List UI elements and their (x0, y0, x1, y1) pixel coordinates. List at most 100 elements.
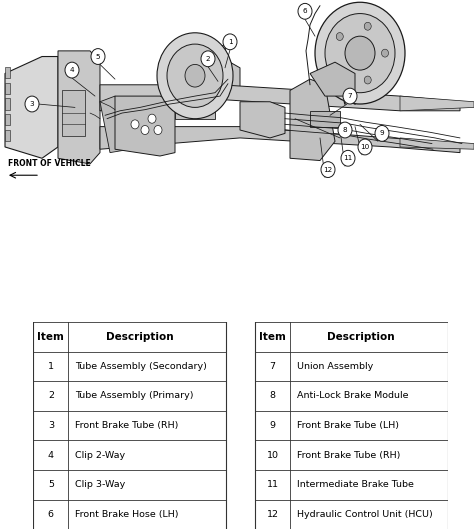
Text: Clip 3-Way: Clip 3-Way (75, 480, 125, 489)
Text: 6: 6 (48, 510, 54, 519)
Circle shape (157, 33, 233, 119)
Text: 7: 7 (348, 93, 352, 99)
Polygon shape (400, 138, 474, 149)
Polygon shape (100, 127, 460, 153)
Circle shape (336, 32, 343, 40)
Polygon shape (400, 96, 474, 111)
Text: 12: 12 (267, 510, 279, 519)
Text: 1: 1 (228, 39, 232, 45)
Text: 4: 4 (48, 451, 54, 460)
Bar (33, 470, 226, 500)
Circle shape (321, 162, 335, 178)
Circle shape (315, 2, 405, 104)
Circle shape (364, 22, 371, 30)
Circle shape (382, 49, 389, 57)
Bar (33, 411, 226, 440)
Circle shape (336, 66, 343, 74)
Text: 8: 8 (270, 392, 276, 401)
Circle shape (375, 126, 389, 142)
Polygon shape (115, 96, 175, 156)
Bar (255, 381, 448, 411)
Circle shape (298, 3, 312, 19)
Circle shape (325, 14, 395, 93)
Text: Item: Item (37, 331, 64, 342)
Text: FRONT OF VEHICLE: FRONT OF VEHICLE (8, 159, 91, 168)
Polygon shape (100, 85, 460, 111)
Polygon shape (5, 66, 10, 78)
Circle shape (364, 76, 371, 84)
Text: 6: 6 (303, 9, 307, 14)
Text: 12: 12 (323, 167, 333, 172)
Text: Intermediate Brake Tube: Intermediate Brake Tube (297, 480, 413, 489)
Text: Anti-Lock Brake Module: Anti-Lock Brake Module (297, 392, 408, 401)
Text: 4: 4 (70, 67, 74, 73)
Circle shape (131, 120, 139, 129)
Bar (33, 500, 226, 529)
Circle shape (25, 96, 39, 112)
Text: Front Brake Tube (RH): Front Brake Tube (RH) (75, 421, 178, 430)
Text: Description: Description (328, 331, 395, 342)
Circle shape (341, 151, 355, 166)
Bar (255, 411, 448, 440)
Text: Tube Assembly (Secondary): Tube Assembly (Secondary) (75, 362, 207, 371)
Polygon shape (240, 102, 285, 138)
Polygon shape (5, 82, 10, 94)
Bar (255, 500, 448, 529)
Circle shape (338, 122, 352, 138)
Circle shape (65, 62, 79, 78)
Text: 2: 2 (48, 392, 54, 401)
Text: Clip 2-Way: Clip 2-Way (75, 451, 125, 460)
Text: Description: Description (106, 331, 173, 342)
Circle shape (185, 64, 205, 87)
Circle shape (154, 126, 162, 135)
Polygon shape (290, 79, 335, 161)
Text: 9: 9 (270, 421, 276, 430)
Text: Tube Assembly (Primary): Tube Assembly (Primary) (75, 392, 193, 401)
Polygon shape (5, 130, 10, 142)
Text: Item: Item (259, 331, 286, 342)
Polygon shape (335, 59, 365, 70)
Text: Front Brake Tube (LH): Front Brake Tube (LH) (297, 421, 399, 430)
Text: 11: 11 (267, 480, 279, 489)
Circle shape (358, 139, 372, 155)
Polygon shape (195, 62, 240, 93)
Bar (33, 440, 226, 470)
Polygon shape (5, 56, 58, 159)
Text: 7: 7 (270, 362, 276, 371)
Polygon shape (62, 90, 85, 136)
Text: 5: 5 (96, 54, 100, 60)
Bar (255, 322, 448, 352)
Text: 10: 10 (360, 144, 370, 150)
Polygon shape (175, 107, 215, 119)
Text: Front Brake Tube (RH): Front Brake Tube (RH) (297, 451, 400, 460)
Circle shape (141, 126, 149, 135)
Text: 1: 1 (48, 362, 54, 371)
Circle shape (148, 114, 156, 123)
Polygon shape (310, 111, 340, 127)
Text: 3: 3 (30, 101, 34, 107)
Text: 2: 2 (206, 56, 210, 62)
Text: 8: 8 (343, 127, 347, 133)
Circle shape (343, 88, 357, 104)
Bar (255, 440, 448, 470)
Text: 11: 11 (343, 155, 353, 161)
Text: Hydraulic Control Unit (HCU): Hydraulic Control Unit (HCU) (297, 510, 432, 519)
Bar (33, 352, 226, 381)
Text: 5: 5 (48, 480, 54, 489)
Bar (255, 470, 448, 500)
Text: Union Assembly: Union Assembly (297, 362, 373, 371)
Text: 10: 10 (267, 451, 279, 460)
Polygon shape (5, 114, 10, 126)
Bar (255, 352, 448, 381)
Circle shape (91, 48, 105, 64)
Polygon shape (310, 62, 355, 96)
Text: 9: 9 (380, 130, 384, 136)
Text: 3: 3 (48, 421, 54, 430)
Text: Front Brake Hose (LH): Front Brake Hose (LH) (75, 510, 178, 519)
Polygon shape (200, 45, 225, 62)
Circle shape (167, 44, 223, 107)
Polygon shape (5, 98, 10, 110)
Circle shape (223, 34, 237, 50)
Bar (33, 322, 226, 352)
Polygon shape (100, 96, 130, 153)
